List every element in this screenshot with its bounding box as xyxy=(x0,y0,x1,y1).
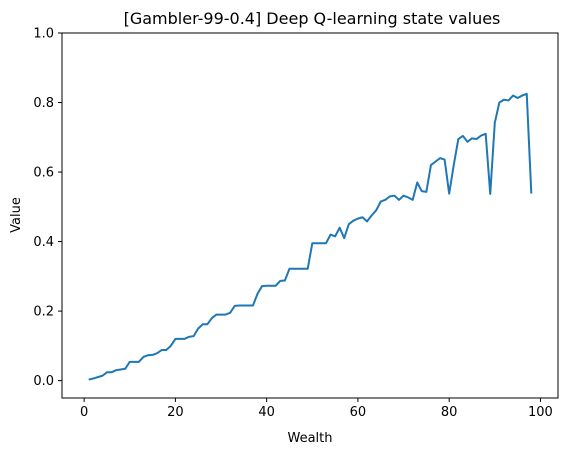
x-axis-label: Wealth xyxy=(287,431,332,446)
plot-frame xyxy=(61,32,559,399)
x-tick-label: 60 xyxy=(350,405,367,420)
y-axis-ticks: 0.0 0.2 0.4 0.6 0.8 1.0 xyxy=(33,27,62,389)
y-tick-label: 1.0 xyxy=(33,27,54,42)
x-tick-label: 40 xyxy=(258,405,275,420)
x-axis-ticks: 0 20 40 60 80 100 xyxy=(80,398,553,420)
x-tick-label: 20 xyxy=(167,405,184,420)
y-tick-label: 0.0 xyxy=(33,374,54,389)
y-tick-label: 0.8 xyxy=(33,96,54,111)
x-tick-label: 0 xyxy=(80,405,88,420)
series-line xyxy=(88,92,533,381)
y-axis-label: Value xyxy=(9,197,24,233)
x-tick-label: 80 xyxy=(441,405,458,420)
y-tick-label: 0.4 xyxy=(33,235,54,250)
y-tick-label: 0.6 xyxy=(33,166,54,181)
y-tick-label: 0.2 xyxy=(33,305,54,320)
chart-title: [Gambler-99-0.4] Deep Q-learning state v… xyxy=(124,9,501,28)
x-tick-label: 100 xyxy=(528,405,553,420)
